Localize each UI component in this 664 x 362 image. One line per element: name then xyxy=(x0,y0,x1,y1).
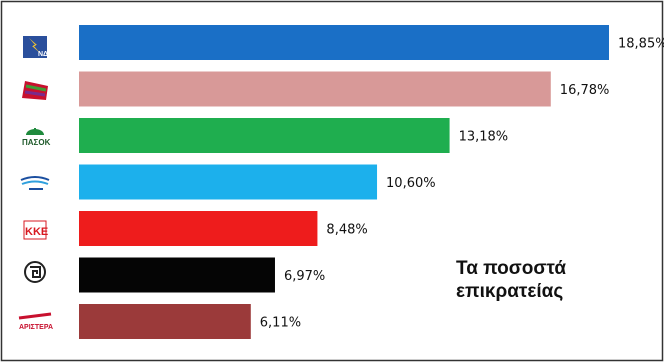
kke-logo: ΚΚΕ xyxy=(23,220,48,240)
bar-dimar xyxy=(79,304,251,339)
value-labels: 18,85% 16,78% 13,18% 10,60% 8,48% 6,97% 6,11% xyxy=(260,37,664,331)
value-label-dimar: 6,11% xyxy=(260,316,301,331)
bar-golden-dawn xyxy=(79,257,275,293)
dimar-logo: ΑΡΙΣΤΕΡΑ xyxy=(18,312,53,331)
value-label-nd: 18,85% xyxy=(618,37,664,52)
value-label-anel: 10,60% xyxy=(386,176,436,191)
bar-anel xyxy=(79,164,378,200)
svg-text:ΠΑΣΟΚ: ΠΑΣΟΚ xyxy=(22,138,51,147)
value-label-golden-dawn: 6,97% xyxy=(284,269,325,284)
note-line-1: Τα ποσοστά xyxy=(456,258,566,279)
bar-syriza xyxy=(79,71,551,107)
party-logos: ΝΔ ΠΑΣΟΚ ΚΚΕ xyxy=(18,36,53,331)
value-label-kke: 8,48% xyxy=(326,223,367,238)
svg-text:ΚΚΕ: ΚΚΕ xyxy=(25,226,48,238)
bar-nd xyxy=(79,25,609,60)
note-line-2: επικρατείας xyxy=(456,281,563,302)
value-label-pasok: 13,18% xyxy=(459,130,509,145)
svg-text:ΝΔ: ΝΔ xyxy=(38,51,48,58)
bar-kke xyxy=(79,211,318,246)
syriza-logo xyxy=(22,81,48,100)
bar-pasok xyxy=(79,118,450,153)
svg-text:ΑΡΙΣΤΕΡΑ: ΑΡΙΣΤΕΡΑ xyxy=(19,324,53,331)
pasok-logo: ΠΑΣΟΚ xyxy=(22,128,51,147)
nd-logo: ΝΔ xyxy=(23,36,48,58)
anel-logo xyxy=(20,176,50,190)
bars xyxy=(79,25,609,339)
golden-dawn-logo xyxy=(24,261,46,283)
value-label-syriza: 16,78% xyxy=(560,83,610,98)
